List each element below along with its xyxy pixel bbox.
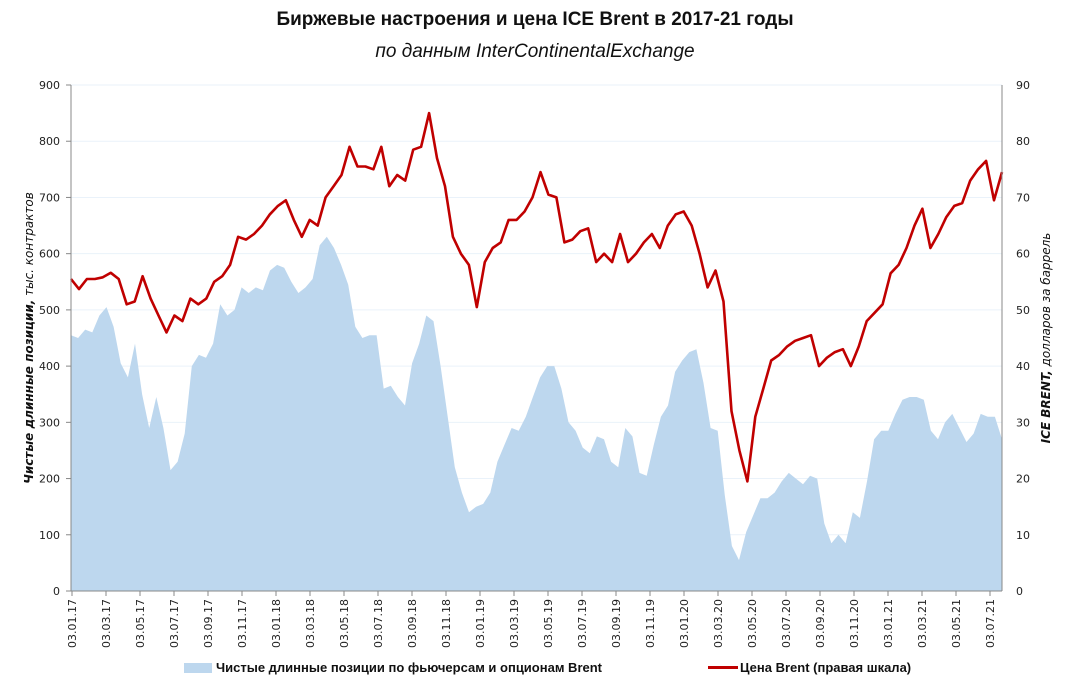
x-tick-label: 03.05.18: [338, 599, 351, 648]
x-tick-label: 03.09.19: [610, 599, 623, 648]
right-tick-label: 40: [1016, 360, 1030, 373]
legend-area-swatch: [184, 662, 212, 673]
x-tick-label: 03.03.20: [712, 599, 725, 648]
left-tick-label: 600: [39, 248, 60, 261]
x-tick-label: 03.11.20: [848, 599, 861, 648]
x-tick-label: 03.03.17: [100, 599, 113, 648]
x-tick-label: 03.11.19: [644, 599, 657, 648]
right-tick-label: 50: [1016, 304, 1030, 317]
x-tick-label: 03.11.17: [236, 599, 249, 648]
legend-line-label: Цена Brent (правая шкала): [740, 660, 912, 675]
x-tick-label: 03.07.18: [372, 599, 385, 648]
right-tick-label: 0: [1016, 585, 1023, 598]
x-tick-label: 03.05.19: [542, 599, 555, 648]
right-tick-label: 30: [1016, 416, 1030, 429]
left-tick-label: 400: [39, 360, 60, 373]
right-tick-label: 90: [1016, 79, 1030, 92]
legend-item-area: Чистые длинные позиции по фьючерсам и оп…: [184, 660, 602, 675]
x-tick-label: 03.03.19: [508, 599, 521, 648]
chart-title: Биржевые настроения и цена ICE Brent в 2…: [276, 9, 794, 30]
right-axis-title: ICE BRENT, долларов за баррель: [1039, 233, 1053, 444]
x-tick-label: 03.01.17: [66, 599, 79, 648]
x-tick-label: 03.09.17: [202, 599, 215, 648]
x-tick-label: 03.07.17: [168, 599, 181, 648]
right-tick-label: 70: [1016, 191, 1030, 204]
left-tick-label: 900: [39, 79, 60, 92]
x-tick-label: 03.01.20: [678, 599, 691, 648]
brent-price-line: [69, 111, 1004, 483]
left-tick-label: 700: [39, 191, 60, 204]
legend-item-line: Цена Brent (правая шкала): [708, 660, 911, 675]
x-tick-label: 03.05.17: [134, 599, 147, 648]
x-tick-label: 03.07.19: [576, 599, 589, 648]
x-tick-label: 03.01.18: [270, 599, 283, 648]
x-tick-label: 03.07.20: [780, 599, 793, 648]
left-axis-title: Чистые длинные позиции, тыс. контрактов: [22, 192, 36, 484]
left-tick-label: 100: [39, 529, 60, 542]
left-tick-label: 0: [53, 585, 60, 598]
x-tick-label: 03.01.21: [882, 599, 895, 648]
legend-area-label: Чистые длинные позиции по фьючерсам и оп…: [216, 660, 603, 675]
x-tick-label: 03.03.18: [304, 599, 317, 648]
net-long-positions-area: [71, 236, 1002, 592]
x-tick-label: 03.05.20: [746, 599, 759, 648]
x-tick-label: 03.07.21: [984, 599, 997, 648]
left-tick-label: 300: [39, 416, 60, 429]
right-tick-label: 10: [1016, 529, 1030, 542]
right-tick-label: 80: [1016, 135, 1030, 148]
left-tick-label: 200: [39, 473, 60, 486]
x-tick-label: 03.01.19: [474, 599, 487, 648]
x-tick-label: 03.05.21: [950, 599, 963, 648]
x-tick-label: 03.09.20: [814, 599, 827, 648]
x-tick-label: 03.11.18: [440, 599, 453, 648]
axes: 0 100 200 300 400 500 600 700 800 900 0 10 20 30 40 50 6…: [39, 79, 1030, 648]
right-tick-label: 60: [1016, 248, 1030, 261]
right-tick-label: 20: [1016, 473, 1030, 486]
x-tick-label: 03.09.18: [406, 599, 419, 648]
left-tick-label: 500: [39, 304, 60, 317]
chart-subtitle: по данным InterContinentalExchange: [375, 41, 695, 62]
x-tick-label: 03.03.21: [916, 599, 929, 648]
left-tick-label: 800: [39, 135, 60, 148]
legend-line-swatch: [708, 666, 738, 669]
